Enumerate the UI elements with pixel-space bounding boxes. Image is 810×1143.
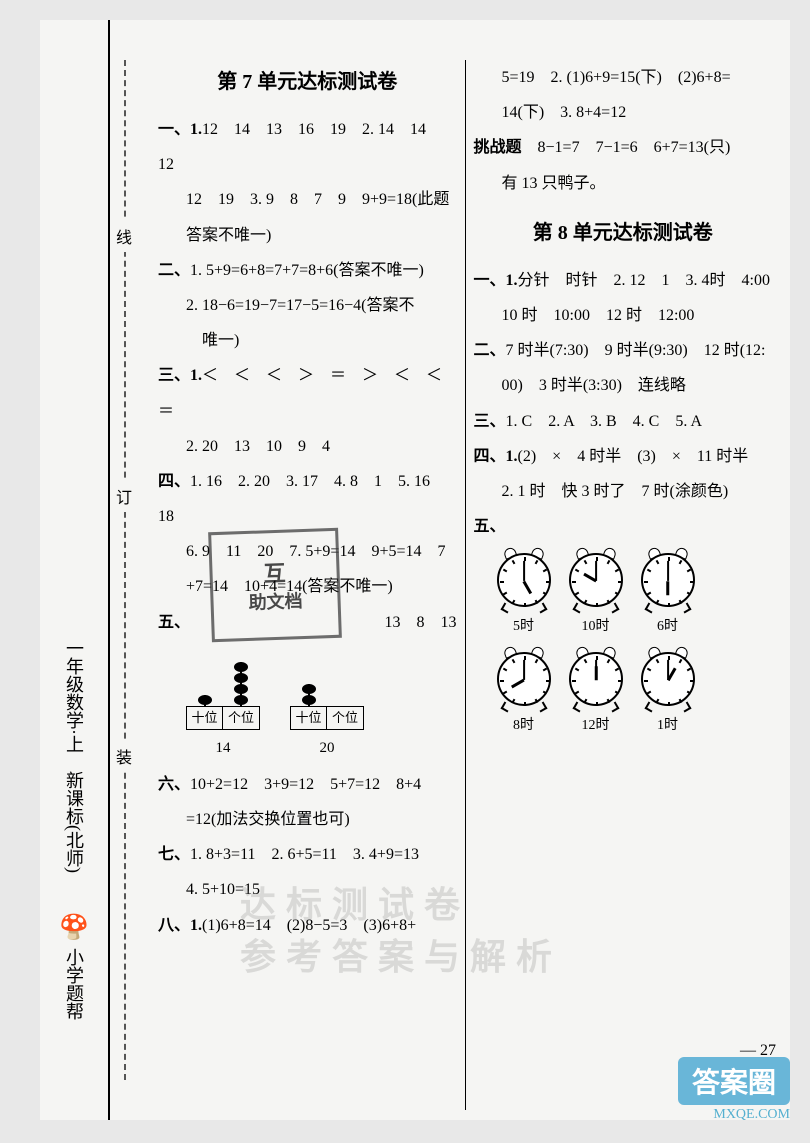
clock: 1时	[638, 649, 698, 742]
abacus: 十位个位14	[186, 646, 260, 765]
clock: 5时	[494, 550, 554, 643]
clock: 8时	[494, 649, 554, 742]
binding-char: 装	[116, 740, 132, 772]
answer-line: 5=19 2. (1)6+9=15(下) (2)6+8=	[474, 60, 773, 95]
answer-line: 五、 13 8 13	[158, 605, 457, 640]
answer-line: =12(加法交换位置也可)	[158, 802, 457, 837]
ghost-text: 达标测试卷 参考答案与解析	[240, 876, 562, 980]
answer-line: 四、1.(2) × 4 时半 (3) × 11 时半	[474, 439, 773, 474]
abacus-row: 十位个位14 十位个位20	[186, 646, 457, 765]
answer-line: 四、1. 16 2. 20 3. 17 4. 8 1 5. 16 18	[158, 464, 457, 534]
binding-line	[124, 60, 126, 1080]
watermark-bottom: MXQE.COM	[713, 1107, 790, 1123]
answer-line: 2. 1 时 快 3 时了 7 时(涂颜色)	[474, 474, 773, 509]
answer-line: 二、7 时半(7:30) 9 时半(9:30) 12 时(12:	[474, 333, 773, 368]
mushroom-icon: 🍄	[59, 913, 89, 942]
answer-line: 二、1. 5+9=6+8=7+7=8+6(答案不唯一)	[158, 253, 457, 288]
answer-line: 三、1. C 2. A 3. B 4. C 5. A	[474, 404, 773, 439]
answer-line: 6. 9 11 20 7. 5+9=14 9+5=14 7	[158, 534, 457, 569]
unit7-title: 第 7 单元达标测试卷	[158, 60, 457, 104]
spine-subject: 一年级数学·上 新课标(北师)	[61, 639, 87, 873]
answer-line: 一、1.分针 时针 2. 12 1 3. 4时 4:00	[474, 263, 773, 298]
clock-row: 5时10时6时	[494, 550, 773, 643]
clock: 12时	[566, 649, 626, 742]
answer-line: 2. 20 13 10 9 4	[158, 429, 457, 464]
page: 一年级数学·上 新课标(北师) 🍄 小学题帮 线 订 装 第 7 单元达标测试卷…	[40, 20, 790, 1120]
answer-line: 12 19 3. 9 8 7 9 9+9=18(此题	[158, 182, 457, 217]
spine-brand: 小学题帮	[61, 948, 87, 1020]
answer-line: 五、	[474, 509, 773, 544]
answer-line: 三、1.＜ ＜ ＜ ＞ ＝ ＞ ＜ ＜ ＝	[158, 358, 457, 428]
answer-line: 00) 3 时半(3:30) 连线略	[474, 368, 773, 403]
answer-line: 14(下) 3. 8+4=12	[474, 95, 773, 130]
watermark: 答案圈 MXQE.COM	[678, 1057, 790, 1123]
answer-line: 答案不唯一)	[158, 218, 457, 253]
abacus: 十位个位20	[290, 646, 364, 765]
binding-char: 订	[116, 480, 132, 512]
answer-line: 唯一)	[158, 323, 457, 358]
answer-line: 一、1.12 14 13 16 19 2. 14 14 12	[158, 112, 457, 182]
answer-line: 2. 18−6=19−7=17−5=16−4(答案不	[158, 288, 457, 323]
binding-column: 线 订 装	[110, 20, 140, 1120]
clock-row: 8时12时1时	[494, 649, 773, 742]
clock: 10时	[566, 550, 626, 643]
unit8-title: 第 8 单元达标测试卷	[474, 211, 773, 255]
answer-line: 七、1. 8+3=11 2. 6+5=11 3. 4+9=13	[158, 837, 457, 872]
answer-line: 10 时 10:00 12 时 12:00	[474, 298, 773, 333]
clock: 6时	[638, 550, 698, 643]
answer-line: 挑战题 8−1=7 7−1=6 6+7=13(只)	[474, 130, 773, 165]
spine: 一年级数学·上 新课标(北师) 🍄 小学题帮	[40, 20, 110, 1120]
binding-char: 线	[116, 220, 132, 252]
answer-line: +7=14 10+4=14(答案不唯一)	[158, 569, 457, 604]
answer-line: 六、10+2=12 3+9=12 5+7=12 8+4	[158, 767, 457, 802]
watermark-top: 答案圈	[678, 1057, 790, 1105]
answer-line: 有 13 只鸭子。	[474, 166, 773, 201]
